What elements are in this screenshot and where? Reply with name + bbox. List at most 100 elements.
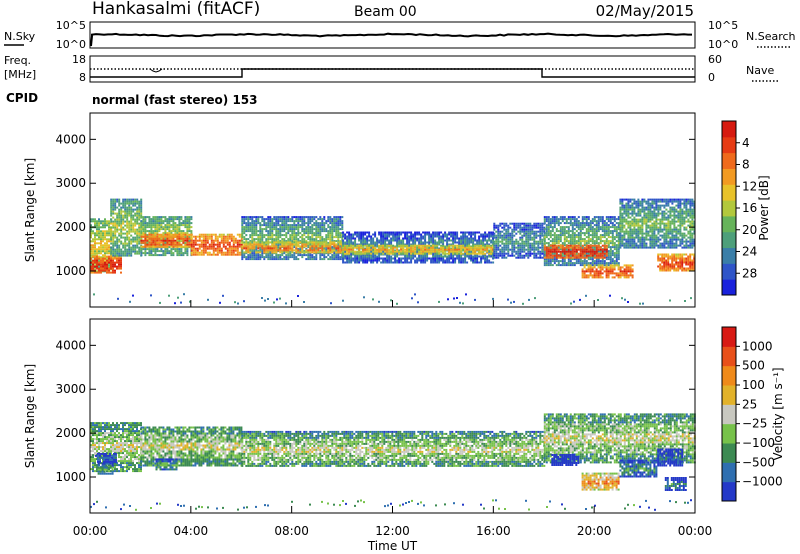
data-pixel <box>470 239 473 242</box>
data-pixel <box>333 241 336 244</box>
data-pixel <box>204 247 207 250</box>
data-pixel <box>321 230 324 233</box>
data-pixel <box>557 218 560 221</box>
data-pixel <box>352 250 355 253</box>
data-pixel <box>497 228 500 231</box>
data-pixel <box>565 240 568 243</box>
data-pixel <box>126 222 129 225</box>
data-pixel <box>591 256 594 259</box>
data-pixel <box>366 250 369 253</box>
data-pixel <box>144 226 147 229</box>
data-pixel <box>279 226 282 229</box>
data-pixel <box>216 237 219 240</box>
data-pixel <box>595 262 598 265</box>
data-pixel <box>474 252 477 255</box>
data-pixel <box>335 222 338 225</box>
data-pixel <box>533 236 536 239</box>
data-pixel <box>261 236 264 239</box>
data-pixel <box>329 232 332 235</box>
data-pixel <box>118 210 121 213</box>
data-pixel <box>112 222 115 225</box>
data-pixel <box>412 243 415 246</box>
data-pixel <box>323 249 326 252</box>
data-pixel <box>315 249 318 252</box>
data-pixel <box>372 241 375 244</box>
data-pixel <box>376 239 379 242</box>
data-pixel <box>394 255 397 258</box>
data-pixel <box>100 271 102 274</box>
data-pixel <box>509 238 512 241</box>
data-pixel <box>194 253 197 256</box>
data-pixel <box>331 249 334 252</box>
data-pixel <box>124 206 127 209</box>
data-pixel <box>170 233 173 236</box>
data-pixel <box>245 243 248 246</box>
data-pixel <box>472 257 475 260</box>
data-pixel <box>440 239 443 242</box>
data-pixel <box>114 269 116 272</box>
data-pixel <box>505 238 508 241</box>
data-pixel <box>96 226 98 229</box>
data-pixel <box>531 232 534 235</box>
data-pixel <box>255 248 258 251</box>
data-pixel <box>287 232 290 235</box>
data-pixel <box>202 233 205 236</box>
data-pixel <box>378 231 381 234</box>
data-pixel <box>442 250 445 253</box>
data-pixel <box>138 252 141 255</box>
data-pixel <box>112 265 114 268</box>
data-pixel <box>118 222 121 225</box>
data-pixel <box>370 248 373 251</box>
data-pixel <box>555 264 558 267</box>
data-pixel <box>319 230 322 233</box>
data-pixel <box>561 216 564 219</box>
data-pixel <box>180 218 183 221</box>
data-pixel <box>358 246 361 249</box>
data-pixel <box>275 245 278 248</box>
data-pixel <box>152 248 155 251</box>
data-pixel <box>344 261 347 264</box>
data-pixel <box>557 222 560 225</box>
data-pixel <box>392 248 395 251</box>
data-pixel <box>295 218 298 221</box>
data-pixel <box>134 238 137 241</box>
data-pixel <box>251 220 254 223</box>
data-pixel <box>438 231 441 234</box>
data-pixel <box>174 239 177 242</box>
data-pixel <box>224 245 227 248</box>
data-pixel <box>259 216 262 219</box>
data-pixel <box>295 240 298 243</box>
data-pixel <box>100 240 102 243</box>
data-pixel <box>569 224 572 227</box>
data-pixel <box>204 251 207 254</box>
data-pixel <box>539 242 542 245</box>
data-pixel <box>509 232 512 235</box>
data-pixel <box>293 254 296 257</box>
data-pixel <box>436 259 439 262</box>
data-pixel <box>90 250 92 253</box>
data-pixel <box>422 235 425 238</box>
data-pixel <box>94 238 96 241</box>
data-pixel <box>245 240 248 243</box>
data-pixel <box>543 236 546 239</box>
data-pixel <box>519 250 522 253</box>
data-pixel <box>460 235 463 238</box>
data-pixel <box>120 254 123 257</box>
data-pixel <box>208 233 211 236</box>
data-pixel <box>529 228 532 231</box>
data-pixel <box>126 226 129 229</box>
data-pixel <box>247 249 250 252</box>
data-pixel <box>194 249 197 252</box>
data-pixel <box>245 247 248 250</box>
data-pixel <box>140 252 143 255</box>
data-pixel <box>98 232 100 235</box>
data-pixel <box>378 253 381 256</box>
data-pixel <box>392 246 395 249</box>
data-pixel <box>257 240 260 243</box>
data-pixel <box>571 236 574 239</box>
data-pixel <box>484 231 487 234</box>
data-pixel <box>134 214 137 217</box>
data-pixel <box>545 224 548 227</box>
data-pixel <box>321 245 324 248</box>
data-pixel <box>285 254 288 257</box>
